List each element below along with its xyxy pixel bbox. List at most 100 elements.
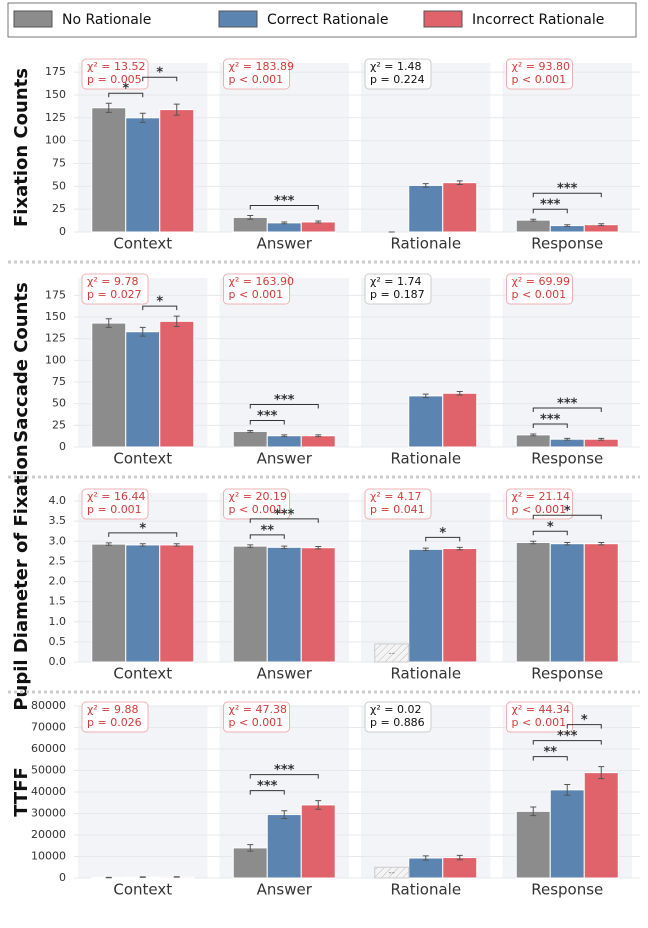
bar xyxy=(267,436,301,447)
bar xyxy=(409,549,443,662)
bar xyxy=(160,321,194,447)
significance-label: ** xyxy=(260,523,274,538)
stats-p: p < 0.001 xyxy=(512,288,567,301)
legend-label: Incorrect Rationale xyxy=(472,12,604,28)
stats-p: p < 0.001 xyxy=(229,73,284,86)
y-tick-label: 0 xyxy=(59,440,66,453)
stats-chi2: χ² = 9.78 xyxy=(87,275,138,288)
significance-label: *** xyxy=(557,729,578,744)
stats-p: p = 0.224 xyxy=(370,73,425,86)
significance-label: * xyxy=(156,295,163,310)
bar xyxy=(126,332,160,447)
stats-chi2: χ² = 69.99 xyxy=(512,275,570,288)
stats-chi2: χ² = 47.38 xyxy=(229,703,287,716)
significance-label: *** xyxy=(557,182,578,197)
legend-swatch xyxy=(219,11,257,27)
significance-label: * xyxy=(581,713,588,728)
bar xyxy=(126,545,160,662)
stats-p: p < 0.001 xyxy=(229,716,284,729)
stats-chi2: χ² = 9.88 xyxy=(87,703,138,716)
stats-p: p = 0.187 xyxy=(370,288,425,301)
x-tick-label: Answer xyxy=(257,665,313,683)
stats-chi2: χ² = 20.19 xyxy=(229,490,287,503)
y-axis-label: TTFF xyxy=(11,767,32,817)
x-tick-label: Answer xyxy=(257,881,313,899)
x-tick-label: Context xyxy=(113,665,172,683)
significance-label: *** xyxy=(274,194,295,209)
bar xyxy=(301,805,335,878)
bar xyxy=(233,848,267,878)
stats-p: p = 0.001 xyxy=(87,503,142,516)
stats-chi2: χ² = 183.89 xyxy=(229,60,294,73)
stats-p: p = 0.886 xyxy=(370,716,425,729)
stats-chi2: χ² = 21.14 xyxy=(512,490,570,503)
y-tick-label: 50000 xyxy=(31,764,66,777)
stats-chi2: χ² = 0.02 xyxy=(370,703,421,716)
y-tick-label: 150 xyxy=(45,88,66,101)
bar xyxy=(160,545,194,662)
bar xyxy=(233,431,267,447)
bar xyxy=(516,542,550,662)
stats-p: p < 0.001 xyxy=(512,73,567,86)
bar xyxy=(516,435,550,447)
stats-chi2: χ² = 1.48 xyxy=(370,60,421,73)
y-tick-label: 4.0 xyxy=(49,494,67,507)
y-axis-label: Pupil Diameter of Fixation xyxy=(11,444,32,710)
significance-label: *** xyxy=(557,397,578,412)
stats-p: p < 0.001 xyxy=(512,503,567,516)
significance-label: * xyxy=(122,82,129,97)
y-tick-label: 25 xyxy=(52,418,66,431)
y-tick-label: 75 xyxy=(52,375,66,388)
y-tick-label: 0 xyxy=(59,225,66,238)
stats-chi2: χ² = 44.34 xyxy=(512,703,570,716)
bar xyxy=(92,108,126,232)
y-tick-label: 50 xyxy=(52,397,66,410)
significance-label: ** xyxy=(543,745,557,760)
x-tick-label: Response xyxy=(531,881,603,899)
bar xyxy=(409,185,443,232)
bar xyxy=(443,549,477,662)
placeholder-label: -- xyxy=(389,648,396,658)
y-tick-label: 50 xyxy=(52,179,66,192)
significance-label: *** xyxy=(257,779,278,794)
bar xyxy=(443,393,477,447)
y-tick-label: 175 xyxy=(45,288,66,301)
bar xyxy=(584,544,618,662)
y-tick-label: 80000 xyxy=(31,699,66,712)
bar xyxy=(584,773,618,878)
stats-chi2: χ² = 4.17 xyxy=(370,490,421,503)
bar xyxy=(301,548,335,662)
bar xyxy=(443,183,477,232)
stats-p: p = 0.027 xyxy=(87,288,142,301)
bar xyxy=(550,544,584,662)
x-tick-label: Context xyxy=(113,450,172,468)
y-axis-label: Fixation Counts xyxy=(11,68,32,227)
y-tick-label: 0.5 xyxy=(49,635,67,648)
x-tick-label: Response xyxy=(531,665,603,683)
bar xyxy=(92,544,126,662)
bar xyxy=(233,546,267,662)
y-tick-label: 70000 xyxy=(31,721,66,734)
significance-label: *** xyxy=(274,763,295,778)
bar xyxy=(301,222,335,232)
bar xyxy=(409,858,443,878)
bar xyxy=(516,220,550,232)
stats-p: p = 0.026 xyxy=(87,716,142,729)
stats-p: p = 0.005 xyxy=(87,73,142,86)
bar xyxy=(301,436,335,447)
bar xyxy=(92,323,126,447)
stats-chi2: χ² = 163.90 xyxy=(229,275,294,288)
bar xyxy=(160,110,194,232)
y-tick-label: 10000 xyxy=(31,850,66,863)
y-tick-label: 100 xyxy=(45,134,66,147)
bar xyxy=(409,396,443,447)
bar xyxy=(267,547,301,662)
y-tick-label: 150 xyxy=(45,310,66,323)
x-tick-label: Answer xyxy=(257,235,313,253)
bar xyxy=(516,811,550,878)
stats-p: p < 0.001 xyxy=(512,716,567,729)
y-tick-label: 3.5 xyxy=(49,514,67,527)
significance-label: * xyxy=(439,526,446,541)
significance-label: *** xyxy=(274,507,295,522)
